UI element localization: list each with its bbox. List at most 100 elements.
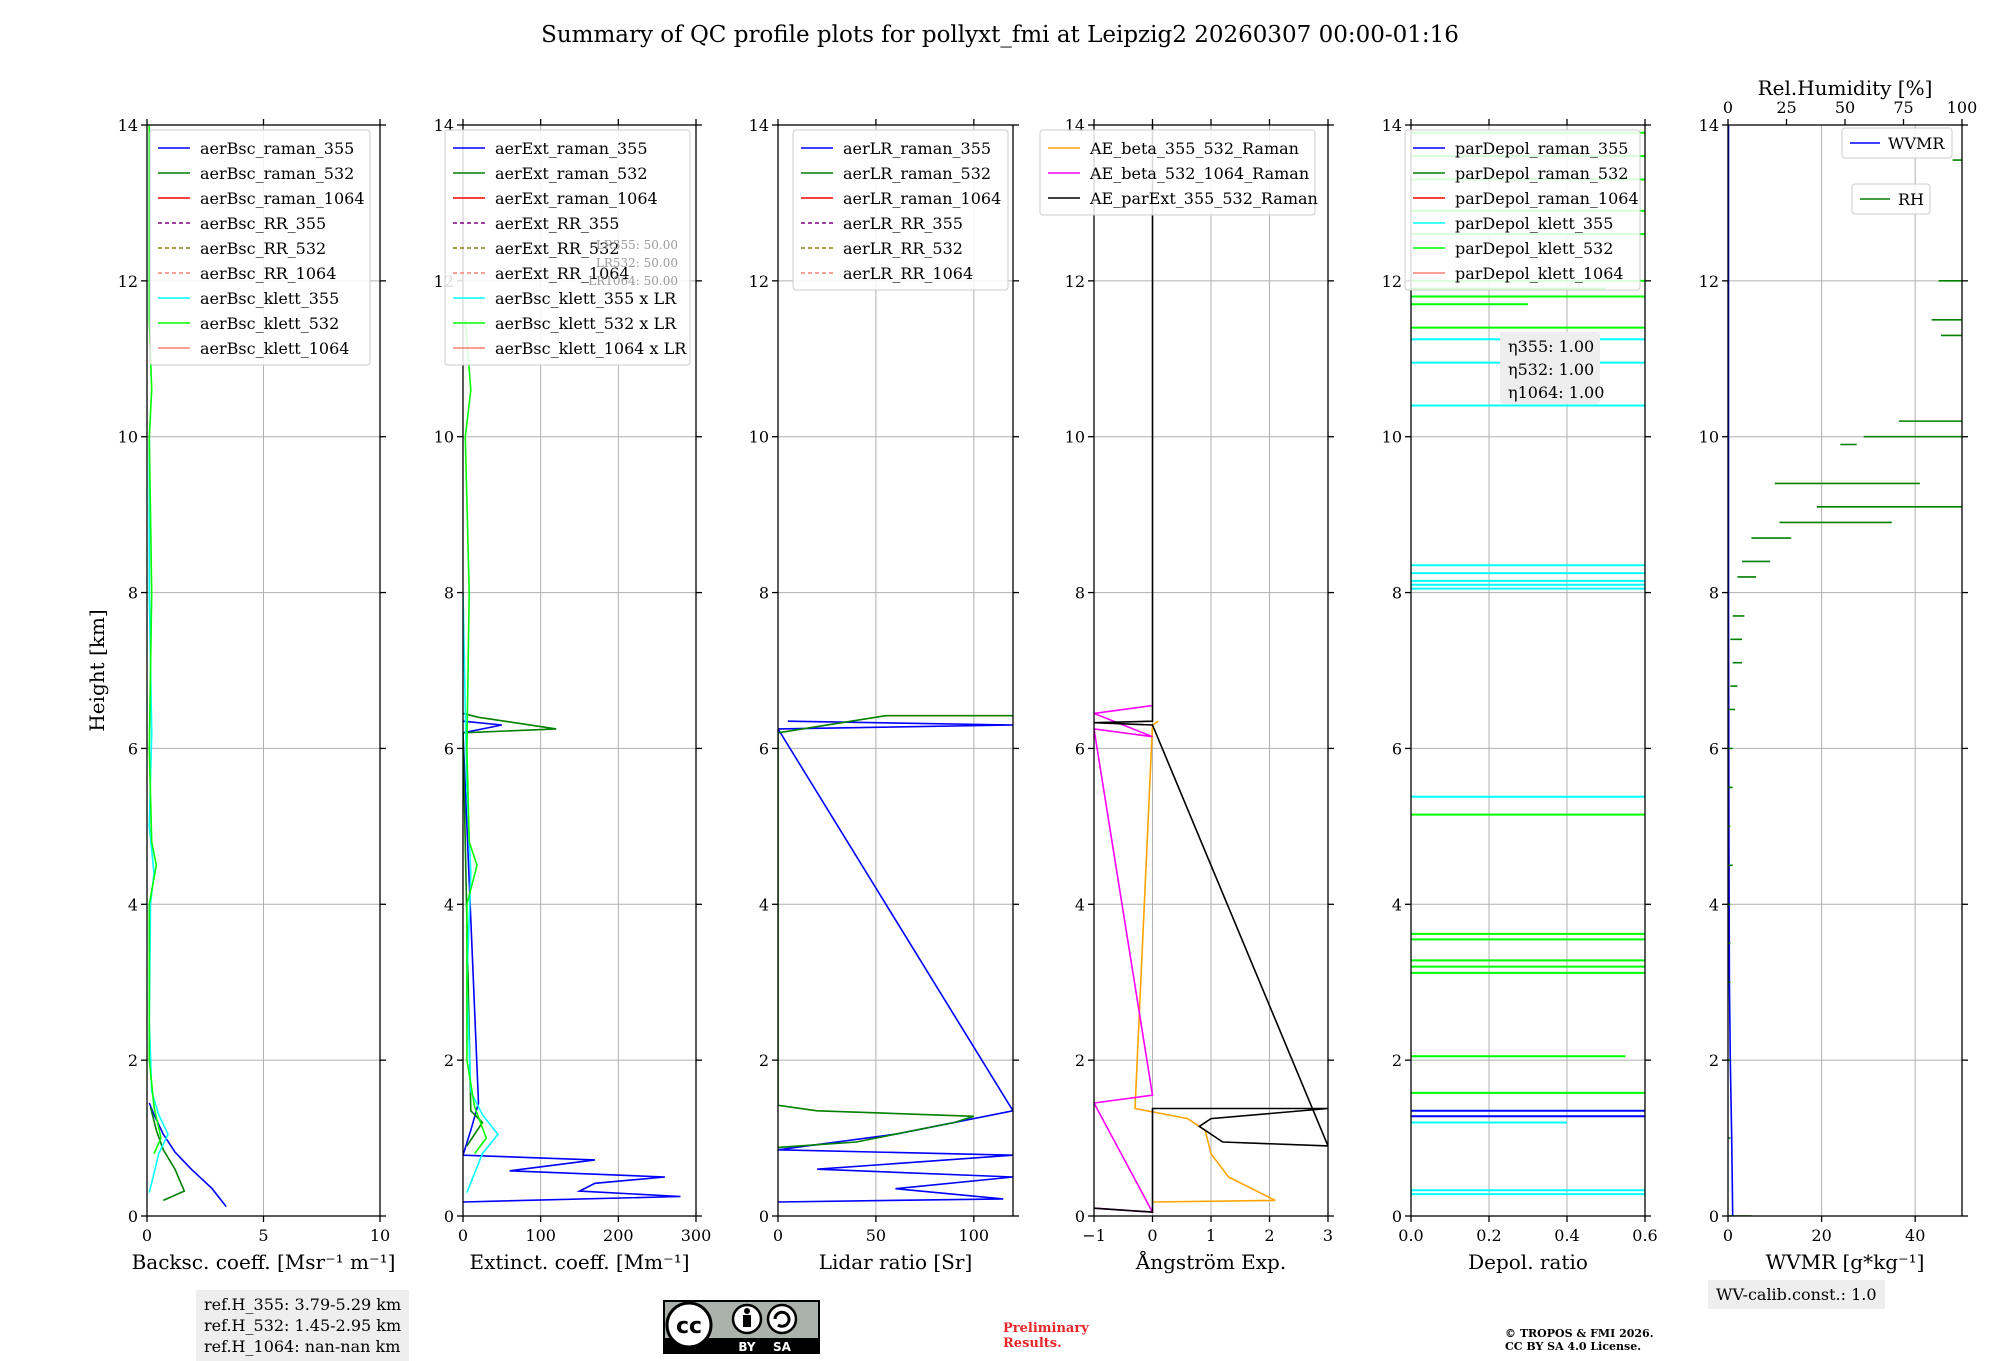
legend-label-4: aerExt_RR_532 bbox=[495, 239, 619, 258]
legend-label-1: parDepol_raman_532 bbox=[1455, 164, 1628, 183]
x-tick-label-2: 40 bbox=[1905, 1226, 1925, 1245]
legend-label-8: aerBsc_klett_1064 x LR bbox=[495, 339, 687, 358]
plot-frame bbox=[1727, 124, 1963, 1217]
legend-label-3: parDepol_klett_355 bbox=[1455, 214, 1613, 233]
wv-calibration-box: WV-calib.const.: 1.0 bbox=[1708, 1280, 1885, 1309]
y-tick-label-0: 0 bbox=[1075, 1207, 1085, 1226]
legend-label-0: AE_beta_355_532_Raman bbox=[1089, 139, 1299, 158]
legend-label-3: aerLR_RR_355 bbox=[843, 214, 963, 233]
y-tick-label-2: 4 bbox=[444, 895, 454, 914]
x-tick-label-0: 0 bbox=[773, 1226, 783, 1245]
x-tick-label-0: 0 bbox=[458, 1226, 468, 1245]
cc-logo-text: cc bbox=[676, 1314, 702, 1339]
legend-label-2: aerLR_raman_1064 bbox=[843, 189, 1001, 208]
series-AE_parExt_355_532_Raman bbox=[1094, 125, 1328, 1213]
y-tick-label-7: 14 bbox=[1699, 116, 1719, 135]
legend-label-0: parDepol_raman_355 bbox=[1455, 139, 1628, 158]
legend-label-2: aerExt_raman_1064 bbox=[495, 189, 658, 208]
attribution-icon-head bbox=[744, 1308, 750, 1314]
series-group bbox=[1728, 125, 1962, 1216]
y-tick-label-4: 8 bbox=[444, 584, 454, 603]
x-tick-label-0: 0 bbox=[142, 1226, 152, 1245]
y-tick-label-6: 12 bbox=[749, 272, 769, 291]
x-axis-label: Extinct. coeff. [Mm⁻¹] bbox=[469, 1250, 689, 1274]
legend-label-2: AE_parExt_355_532_Raman bbox=[1089, 189, 1318, 208]
lr-label-2: LR1064: 50.00 bbox=[588, 274, 678, 288]
x-tick-label-0: 0 bbox=[1723, 1226, 1733, 1245]
ref-height-355: ref.H_355: 3.79-5.29 km bbox=[204, 1295, 402, 1314]
ref-height-532: ref.H_532: 1.45-2.95 km bbox=[204, 1316, 402, 1335]
panel-lidar-ratio: 0 2 4 6 8 10 12 14 0 50 100 Lidar ratio [Sr] aerLR_r… bbox=[749, 116, 1019, 1274]
share-alike-icon-arrow bbox=[773, 1310, 791, 1328]
legend-label-6: aerBsc_klett_355 x LR bbox=[495, 289, 677, 308]
legend-RH: RH bbox=[1851, 183, 1931, 215]
x-tick-label-1: 20 bbox=[1811, 1226, 1831, 1245]
x-tick-label-1: 50 bbox=[866, 1226, 886, 1245]
y-tick-label-0: 0 bbox=[444, 1207, 454, 1226]
legend: aerLR_raman_355 aerLR_raman_532 aerLR_rama… bbox=[792, 129, 1009, 291]
legend: AE_beta_355_532_Raman AE_beta_532_1064_Ra… bbox=[1039, 129, 1318, 216]
preliminary-line-2: Results. bbox=[1003, 1336, 1062, 1351]
y-tick-label-0: 0 bbox=[1392, 1207, 1402, 1226]
series-aerLR_raman_532 bbox=[778, 714, 1013, 1149]
legend-label: WVMR bbox=[1888, 134, 1945, 153]
y-tick-label-3: 6 bbox=[128, 739, 138, 758]
share-alike-icon bbox=[766, 1303, 798, 1335]
y-tick-label-1: 2 bbox=[444, 1051, 454, 1070]
y-tick-label-4: 8 bbox=[1392, 584, 1402, 603]
series-aerLR_raman_355 bbox=[778, 720, 1013, 1203]
plot-frame bbox=[462, 124, 697, 1217]
y-tick-label-7: 14 bbox=[118, 116, 138, 135]
legend: parDepol_raman_355 parDepol_raman_532 parD… bbox=[1404, 129, 1641, 291]
panel-backscatter: 0 2 4 6 8 10 12 14 0 5 10 Backsc. coeff. [Msr⁻¹ m⁻¹… bbox=[118, 116, 396, 1274]
y-tick-label-5: 10 bbox=[749, 428, 769, 447]
x-tick-label-2: 10 bbox=[370, 1226, 390, 1245]
top-tick-label-3: 75 bbox=[1893, 98, 1913, 117]
legend-label-2: parDepol_raman_1064 bbox=[1455, 189, 1639, 208]
x-tick-label-2: 200 bbox=[603, 1226, 634, 1245]
top-tick-label-1: 25 bbox=[1776, 98, 1796, 117]
eta-label-2: η1064: 1.00 bbox=[1508, 383, 1604, 402]
x-tick-label-2: 0.4 bbox=[1554, 1226, 1579, 1245]
eta-label-0: η355: 1.00 bbox=[1508, 337, 1594, 356]
x-axis-label: Lidar ratio [Sr] bbox=[819, 1250, 973, 1274]
y-tick-label-2: 4 bbox=[759, 895, 769, 914]
x-tick-label-1: 0.2 bbox=[1476, 1226, 1501, 1245]
copyright-line-2: CC BY SA 4.0 License. bbox=[1505, 1340, 1642, 1353]
y-tick-label-5: 10 bbox=[434, 428, 454, 447]
legend-label-3: aerBsc_RR_355 bbox=[200, 214, 326, 233]
copyright-notice: © TROPOS & FMI 2026. CC BY SA 4.0 Licens… bbox=[1505, 1327, 1654, 1353]
legend-label-6: aerBsc_klett_355 bbox=[200, 289, 339, 308]
x-tick-label-0: 0.0 bbox=[1398, 1226, 1423, 1245]
series-aerExt_raman_532 bbox=[463, 712, 557, 1147]
legend-box bbox=[1851, 183, 1931, 215]
y-tick-label-6: 12 bbox=[1699, 272, 1719, 291]
panel-depolarization: 0 2 4 6 8 10 12 14 0.0 0.2 0.4 0.6 Depol. ratio parDe… bbox=[1382, 116, 1658, 1274]
legend-label-1: aerLR_raman_532 bbox=[843, 164, 991, 183]
x-axis-label: Depol. ratio bbox=[1468, 1250, 1588, 1274]
plot-frame bbox=[777, 124, 1014, 1217]
y-tick-label-2: 4 bbox=[128, 895, 138, 914]
series-group bbox=[148, 125, 227, 1208]
top-tick-label-2: 50 bbox=[1835, 98, 1855, 117]
y-tick-label-7: 14 bbox=[1382, 116, 1402, 135]
x-tick-label-4: 3 bbox=[1323, 1226, 1333, 1245]
y-tick-label-6: 12 bbox=[118, 272, 138, 291]
x-tick-label-3: 300 bbox=[681, 1226, 712, 1245]
y-tick-label-0: 0 bbox=[128, 1207, 138, 1226]
y-tick-label-0: 0 bbox=[1709, 1207, 1719, 1226]
y-tick-label-2: 4 bbox=[1709, 895, 1719, 914]
series-aerBsc_klett_355 bbox=[148, 436, 169, 1193]
eta-label-1: η532: 1.00 bbox=[1508, 360, 1594, 379]
y-tick-label-1: 2 bbox=[759, 1051, 769, 1070]
lr-label-1: LR532: 50.00 bbox=[596, 256, 678, 270]
y-tick-label-3: 6 bbox=[1709, 739, 1719, 758]
y-tick-label-2: 4 bbox=[1392, 895, 1402, 914]
legend-box bbox=[1841, 127, 1953, 159]
legend-label-5: parDepol_klett_1064 bbox=[1455, 264, 1624, 283]
y-tick-label-3: 6 bbox=[1392, 739, 1402, 758]
series-WVMR bbox=[1728, 125, 1734, 1216]
cc-logo-icon bbox=[665, 1301, 713, 1349]
